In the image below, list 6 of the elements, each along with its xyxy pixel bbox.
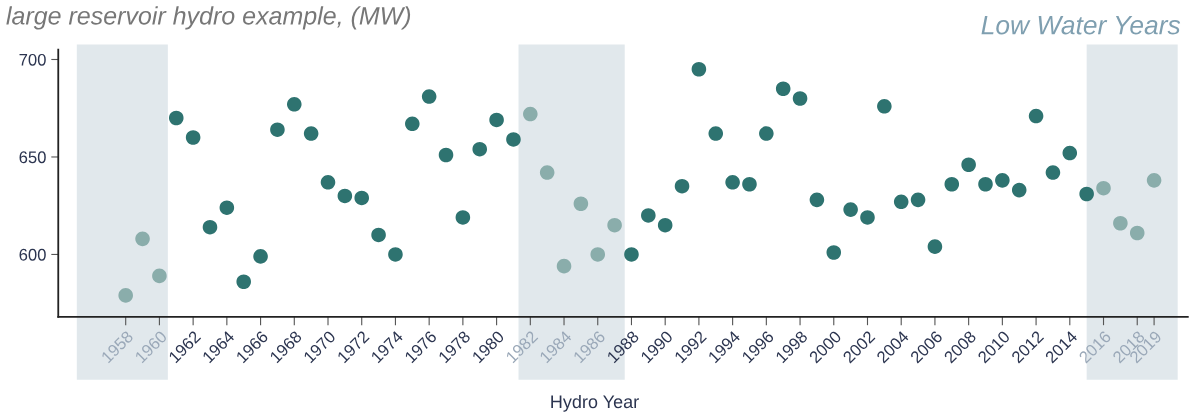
y-tick-label: 650 — [19, 151, 46, 164]
x-axis-title: Hydro Year — [551, 394, 639, 412]
y-tick-label: 600 — [19, 248, 46, 261]
chart-title: large reservoir hydro example, (MW) — [6, 6, 411, 30]
text: Low Water Years — [981, 16, 1181, 35]
y-tick-label: 700 — [19, 53, 46, 66]
